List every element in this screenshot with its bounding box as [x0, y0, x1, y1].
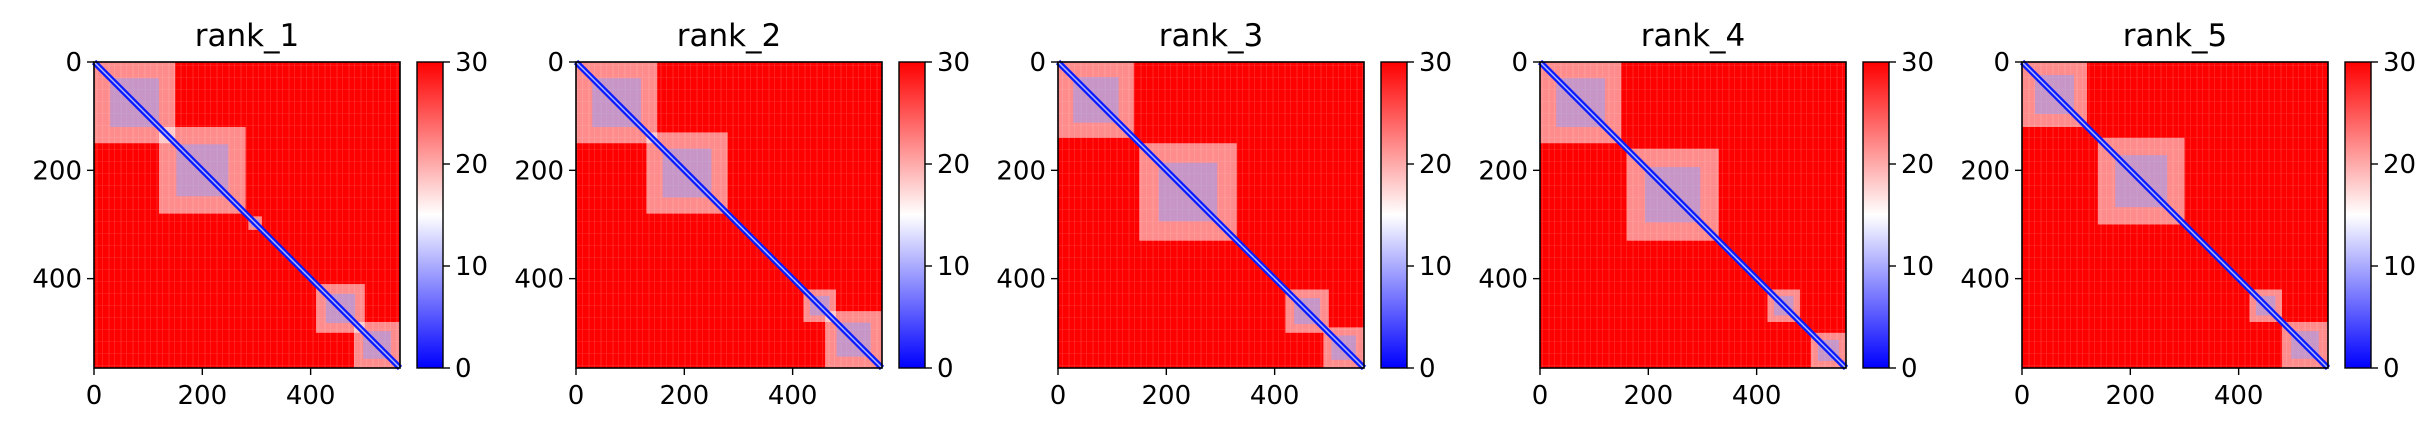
x-tick-label: 200	[659, 381, 709, 411]
axes-frame	[93, 61, 401, 369]
panel-1: rank_1 0 200 400 0 200 400 0 10 20 30	[32, 18, 488, 411]
y-tick-label: 0	[1993, 48, 2010, 78]
colorbar-tick-label: 0	[1901, 354, 1918, 384]
y-tick-label: 400	[1478, 265, 1528, 295]
y-tick-label: 400	[32, 265, 82, 295]
colorbar	[1381, 62, 1407, 368]
panel-3: rank_3 0 200 400 0 200 400 0 10 20 30	[996, 18, 1452, 411]
diagonal-highlight	[1539, 61, 1847, 369]
panel-title: rank_5	[2123, 18, 2228, 54]
colorbar	[417, 62, 443, 368]
axes-frame	[1539, 61, 1847, 369]
colorbar	[1863, 62, 1889, 368]
y-tick-label: 200	[32, 156, 82, 186]
colorbar-frame	[898, 61, 926, 369]
diagonal-highlight	[93, 61, 401, 369]
x-tick-label: 200	[1141, 381, 1191, 411]
colorbar	[2345, 62, 2371, 368]
colorbar-tick-label: 20	[455, 150, 488, 180]
y-tick-label: 0	[1029, 48, 1046, 78]
colorbar-tick-label: 0	[455, 354, 472, 384]
x-tick-label: 0	[1532, 381, 1549, 411]
diagonal-highlight	[575, 61, 883, 369]
x-tick-label: 400	[2214, 381, 2264, 411]
colorbar-tick-label: 20	[1419, 150, 1452, 180]
x-tick-label: 0	[2014, 381, 2031, 411]
y-tick-label: 200	[1960, 156, 2010, 186]
diagonal-highlight	[2021, 61, 2329, 369]
y-tick-label: 400	[996, 265, 1046, 295]
x-tick-label: 400	[286, 381, 336, 411]
diagonal-highlight	[1057, 61, 1365, 369]
colorbar-tick-label: 30	[2383, 48, 2416, 78]
x-tick-label: 400	[1250, 381, 1300, 411]
colorbar-tick-label: 20	[1901, 150, 1934, 180]
axes-frame	[2021, 61, 2329, 369]
panel-title: rank_4	[1641, 18, 1746, 54]
colorbar-tick-label: 10	[455, 252, 488, 282]
panel-title: rank_1	[195, 18, 300, 54]
panel-5: rank_5 0 200 400 0 200 400 0 10 20 30	[1960, 18, 2416, 411]
y-tick-label: 200	[996, 156, 1046, 186]
y-tick-label: 0	[65, 48, 82, 78]
x-tick-label: 400	[768, 381, 818, 411]
colorbar-tick-label: 10	[1901, 252, 1934, 282]
x-tick-label: 0	[568, 381, 585, 411]
colorbar-tick-label: 10	[937, 252, 970, 282]
colorbar-tick-label: 0	[937, 354, 954, 384]
colorbar-frame	[1862, 61, 1890, 369]
colorbar-frame	[2344, 61, 2372, 369]
x-tick-label: 0	[1050, 381, 1067, 411]
colorbar-frame	[416, 61, 444, 369]
x-tick-label: 400	[1732, 381, 1782, 411]
y-tick-label: 200	[1478, 156, 1528, 186]
y-tick-label: 400	[514, 265, 564, 295]
y-tick-label: 0	[547, 48, 564, 78]
axes-frame	[1057, 61, 1365, 369]
colorbar-tick-label: 30	[1901, 48, 1934, 78]
colorbar-tick-label: 20	[2383, 150, 2416, 180]
y-tick-label: 200	[514, 156, 564, 186]
y-tick-label: 0	[1511, 48, 1528, 78]
colorbar-tick-label: 20	[937, 150, 970, 180]
colorbar-tick-label: 0	[2383, 354, 2400, 384]
panel-title: rank_3	[1159, 18, 1264, 54]
panel-2: rank_2 0 200 400 0 200 400 0 10 20 30	[514, 18, 970, 411]
x-tick-label: 200	[2105, 381, 2155, 411]
y-tick-label: 400	[1960, 265, 2010, 295]
panel-title: rank_2	[677, 18, 782, 54]
x-tick-label: 0	[86, 381, 103, 411]
colorbar-frame	[1380, 61, 1408, 369]
colorbar-tick-label: 30	[937, 48, 970, 78]
colorbar-tick-label: 0	[1419, 354, 1436, 384]
panel-4: rank_4 0 200 400 0 200 400 0 10 20 30	[1478, 18, 1934, 411]
colorbar-tick-label: 10	[2383, 252, 2416, 282]
x-tick-label: 200	[177, 381, 227, 411]
colorbar	[899, 62, 925, 368]
colorbar-tick-label: 30	[1419, 48, 1452, 78]
axes-frame	[575, 61, 883, 369]
x-tick-label: 200	[1623, 381, 1673, 411]
colorbar-tick-label: 30	[455, 48, 488, 78]
colorbar-tick-label: 10	[1419, 252, 1452, 282]
